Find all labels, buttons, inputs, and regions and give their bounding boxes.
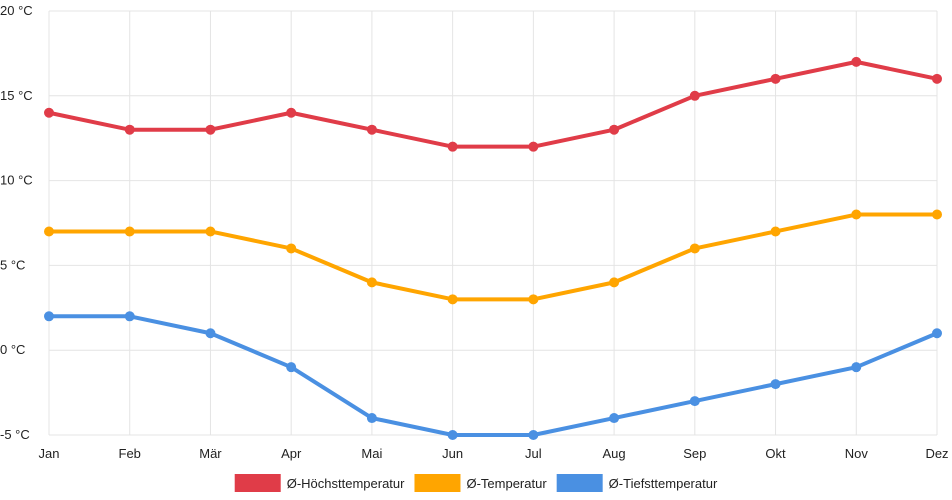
- data-point[interactable]: [447, 141, 458, 152]
- y-tick-label: 20 °C: [0, 3, 33, 18]
- data-point[interactable]: [932, 209, 942, 220]
- data-point[interactable]: [124, 311, 135, 322]
- data-point[interactable]: [770, 379, 781, 390]
- data-point[interactable]: [286, 362, 297, 373]
- series-line-0: [47, 59, 939, 149]
- data-point[interactable]: [770, 73, 781, 84]
- data-point[interactable]: [851, 56, 862, 67]
- data-point[interactable]: [286, 243, 297, 254]
- data-point[interactable]: [205, 226, 216, 237]
- data-point[interactable]: [609, 277, 620, 288]
- legend: Ø-Höchsttemperatur Ø-Temperatur Ø-Tiefstte…: [234, 474, 718, 492]
- legend-label: Ø-Höchsttemperatur: [287, 476, 405, 491]
- data-point[interactable]: [528, 141, 539, 152]
- data-point[interactable]: [851, 209, 862, 220]
- x-tick-label: Jul: [525, 446, 542, 461]
- data-point[interactable]: [770, 226, 781, 237]
- data-point[interactable]: [689, 396, 700, 407]
- data-point[interactable]: [689, 90, 700, 101]
- data-point[interactable]: [366, 413, 377, 424]
- data-point[interactable]: [609, 413, 620, 424]
- legend-swatch: [234, 474, 281, 492]
- x-tick-label: Mai: [361, 446, 382, 461]
- x-tick-label: Sep: [683, 446, 706, 461]
- legend-label: Ø-Temperatur: [466, 476, 547, 491]
- data-point[interactable]: [447, 430, 458, 440]
- x-tick-label: Jun: [442, 446, 463, 461]
- legend-swatch: [556, 474, 603, 492]
- legend-item-2[interactable]: Ø-Tiefsttemperatur: [556, 474, 718, 492]
- x-tick-label: Aug: [603, 446, 626, 461]
- data-point[interactable]: [609, 124, 620, 135]
- data-point[interactable]: [932, 328, 942, 339]
- y-tick-label: 5 °C: [0, 257, 25, 272]
- data-point[interactable]: [205, 124, 216, 135]
- x-tick-label: Feb: [119, 446, 141, 461]
- legend-label: Ø-Tiefsttemperatur: [609, 476, 718, 491]
- data-point[interactable]: [689, 243, 700, 254]
- data-point[interactable]: [124, 124, 135, 135]
- data-point[interactable]: [528, 430, 539, 440]
- data-point[interactable]: [447, 294, 458, 305]
- data-point[interactable]: [124, 226, 135, 237]
- x-tick-label: Jan: [39, 446, 60, 461]
- data-point[interactable]: [366, 277, 377, 288]
- x-tick-label: Okt: [765, 446, 786, 461]
- data-point[interactable]: [44, 311, 54, 322]
- data-point[interactable]: [528, 294, 539, 305]
- series-layer: [44, 56, 942, 440]
- x-tick-label: Mär: [199, 446, 222, 461]
- x-tick-label: Apr: [281, 446, 302, 461]
- data-point[interactable]: [366, 124, 377, 135]
- x-tick-label: Nov: [845, 446, 869, 461]
- y-tick-label: 10 °C: [0, 173, 33, 188]
- data-point[interactable]: [44, 107, 54, 118]
- axis-layer: -5 °C 0 °C 5 °C 10 °C 15 °C 20 °C Jan Feb Mär Apr…: [0, 3, 949, 461]
- data-point[interactable]: [44, 226, 54, 237]
- legend-item-1[interactable]: Ø-Temperatur: [414, 474, 547, 492]
- y-tick-label: 15 °C: [0, 88, 33, 103]
- x-tick-label: Dez: [925, 446, 948, 461]
- grid-layer: [48, 10, 938, 436]
- y-tick-label: 0 °C: [0, 342, 25, 357]
- legend-item-0[interactable]: Ø-Höchsttemperatur: [234, 474, 405, 492]
- series-line-2: [47, 314, 939, 437]
- series-line-1: [47, 212, 939, 302]
- data-point[interactable]: [851, 362, 862, 373]
- data-point[interactable]: [205, 328, 216, 339]
- legend-swatch: [414, 474, 461, 492]
- data-point[interactable]: [286, 107, 297, 118]
- data-point[interactable]: [932, 73, 942, 84]
- y-tick-label: -5 °C: [0, 427, 30, 442]
